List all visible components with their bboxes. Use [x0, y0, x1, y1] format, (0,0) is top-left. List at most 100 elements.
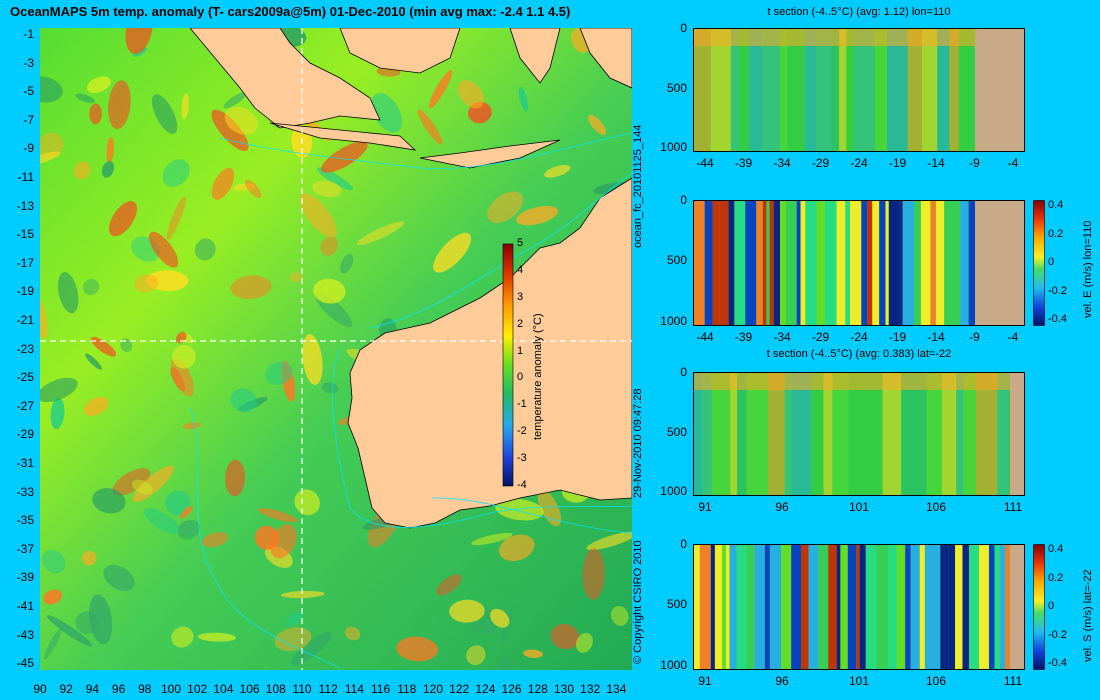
section-stripe: [818, 544, 829, 670]
eddy-patch: [245, 179, 262, 198]
section-panel-4[interactable]: [693, 544, 1025, 670]
eddy-patch: [85, 353, 102, 370]
section-stripe: [840, 544, 848, 670]
eddy-patch: [166, 196, 186, 240]
colorbar-tick-label: 4: [517, 263, 524, 276]
section-stripe: [737, 372, 747, 496]
new-guinea-land: [579, 28, 632, 89]
eddy-patch: [171, 626, 194, 648]
section-panel-1[interactable]: [693, 28, 1025, 152]
section-x-tick-label: -44: [696, 330, 714, 344]
eddy-patch: [321, 382, 339, 394]
section-land: [975, 28, 1025, 152]
section-stripe: [885, 200, 889, 326]
velocity-colorbar-tick-label: 0.4: [1048, 199, 1064, 211]
section-stripe: [922, 28, 938, 152]
eddy-patch: [550, 623, 580, 650]
longitude-tick-label: 126: [501, 682, 522, 696]
latitude-tick-label: -37: [16, 541, 34, 556]
section-x-tick-label: 96: [775, 674, 789, 688]
section-stripe: [850, 200, 862, 326]
longitude-tick-label: 106: [239, 682, 260, 696]
eddy-patch: [101, 161, 115, 178]
eddy-patch: [299, 193, 337, 238]
section-stripe: [730, 28, 739, 152]
depth-tick-label: 500: [666, 424, 687, 439]
section-stripe: [937, 28, 950, 152]
section-x-tick-label: -14: [927, 330, 945, 344]
eddy-patch: [396, 636, 439, 662]
section-stripe: [816, 28, 832, 152]
section-stripe: [784, 372, 793, 496]
eddy-patch: [317, 167, 354, 191]
section-x-tick-label: 101: [848, 674, 870, 688]
latitude-tick-label: -23: [16, 341, 34, 356]
section-x-tick-label: -24: [850, 330, 868, 344]
longitude-tick-label: 94: [85, 682, 100, 696]
colorbar-tick-label: 5: [517, 237, 524, 249]
depth-tick-label: 1000: [660, 484, 687, 499]
section-x-tick-label: -9: [969, 156, 980, 170]
eddy-patch: [108, 80, 131, 130]
section-stripe: [874, 28, 888, 152]
section-panel-2[interactable]: [693, 200, 1025, 326]
latitude-tick-label: -21: [16, 313, 34, 327]
latitude-tick-label: -7: [23, 112, 34, 127]
latitude-tick-label: -35: [16, 513, 34, 528]
section-stripe: [872, 200, 880, 326]
sulawesi-land: [509, 28, 561, 84]
eddy-patch: [73, 161, 91, 180]
latitude-tick-label: -17: [16, 255, 34, 270]
section-stripe: [999, 544, 1006, 670]
latitude-tick-label: -27: [16, 398, 34, 413]
section-stripe: [736, 544, 747, 670]
section-stripe: [944, 200, 954, 326]
longitude-tick-label: 96: [111, 682, 126, 696]
section-stripe: [761, 28, 780, 152]
eddy-patch: [90, 336, 117, 357]
eddy-patch: [575, 632, 593, 653]
eddy-patch: [340, 253, 354, 274]
eddy-patch: [148, 231, 179, 268]
section-stripe: [828, 544, 837, 670]
eddy-patch: [321, 141, 368, 173]
section-stripe: [710, 544, 715, 670]
section-stripe: [811, 372, 824, 496]
eddy-patch: [495, 498, 544, 521]
eddy-patch: [313, 278, 346, 304]
section-stripe: [734, 200, 746, 326]
temperature-anomaly-map[interactable]: [40, 28, 632, 670]
section-stripe: [693, 28, 711, 152]
eddy-patch: [88, 594, 113, 645]
section-stripe: [769, 544, 782, 670]
eddy-patch: [162, 159, 190, 187]
eddy-patch: [197, 632, 236, 642]
section-stripe: [1005, 544, 1010, 670]
section-stripe: [901, 372, 916, 496]
eddy-patch: [81, 550, 97, 566]
velocity-colorbar-tick-label: -0.4: [1048, 657, 1067, 669]
longitude-tick-label: 92: [59, 682, 73, 696]
section-stripe: [719, 200, 729, 326]
depth-tick-label: 500: [666, 253, 687, 268]
section-stripe: [907, 28, 922, 152]
section-stripe: [859, 544, 866, 670]
section-panel-3[interactable]: [693, 372, 1025, 496]
timor-land: [419, 139, 561, 169]
section-stripe: [756, 200, 763, 326]
latitude-tick-label: -25: [16, 370, 34, 385]
eddy-patch: [41, 549, 66, 574]
longitude-tick-label: 102: [187, 682, 208, 696]
section-stripe: [888, 200, 900, 326]
eddy-patch: [172, 344, 196, 369]
longitude-tick-label: 120: [422, 682, 444, 696]
velocity-colorbar-fill: [1033, 544, 1045, 670]
section-frame: [693, 372, 1025, 496]
section-stripe: [823, 372, 833, 496]
latitude-tick-label: -43: [16, 627, 34, 642]
section-x-tick-label: -44: [696, 156, 714, 170]
section-stripe: [960, 200, 969, 326]
eddy-patch: [610, 605, 629, 626]
section-stripe: [791, 544, 802, 670]
section-stripe: [920, 200, 931, 326]
